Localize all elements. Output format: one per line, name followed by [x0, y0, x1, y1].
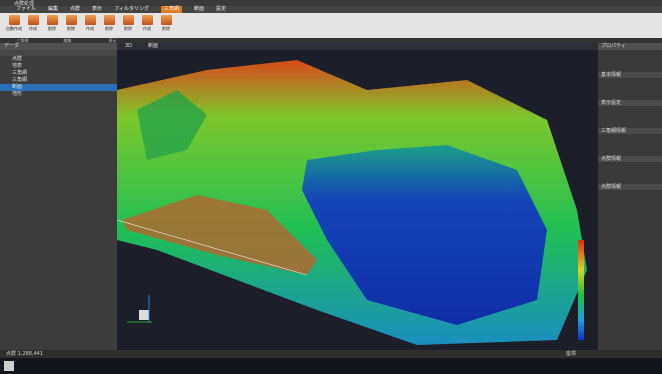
menu-item[interactable]: 断面	[193, 6, 204, 12]
start-button[interactable]	[4, 361, 14, 371]
tree-item[interactable]: 三角網	[12, 77, 28, 83]
title-bar: 点群処理	[0, 0, 662, 7]
button-label: 削除	[67, 26, 75, 31]
menu-item[interactable]: フィルタリング	[114, 6, 149, 12]
icon	[84, 15, 96, 25]
terrain-view	[116, 60, 587, 345]
color-scale	[578, 240, 584, 340]
ribbon: 自動作成 作成 削除 削除 作成 削除 削除 作成 削除	[0, 13, 662, 38]
tree-item[interactable]: 断面	[0, 84, 117, 91]
view-tab[interactable]: 断面	[148, 43, 159, 49]
status-bar: 点群 1,288,441 座標	[0, 350, 662, 358]
ribbon-button[interactable]: 削除	[63, 15, 79, 35]
property-sections: 基本情報 表示設定 三角網情報 点群情報 点群情報	[598, 72, 662, 190]
section-line	[116, 219, 308, 276]
button-label: 作成	[86, 26, 94, 31]
menu-item[interactable]: 設定	[216, 6, 227, 12]
section-header: 点群情報	[598, 156, 662, 162]
ribbon-button[interactable]: 削除	[44, 15, 60, 35]
terrain-ridge	[137, 90, 207, 160]
button-label: 削除	[48, 26, 56, 31]
tree: 点群 地表 三角網 三角網 断面 地形	[0, 56, 117, 98]
left-panel: データ 点群 地表 三角網 三角網 断面 地形	[0, 43, 117, 350]
view-tabs: 3D 断面	[117, 43, 598, 50]
menu-item[interactable]: ファイル	[16, 6, 37, 12]
right-panel: プロパティ 基本情報 表示設定 三角網情報 点群情報 点群情報	[598, 43, 662, 350]
menu-bar: ファイル 編集 点群 表示 フィルタリング 三角網 断面 設定	[0, 6, 662, 13]
panel-title: プロパティ	[598, 43, 662, 50]
section-header: 点群情報	[598, 184, 662, 190]
group-label: 表示	[108, 38, 117, 43]
status-left: 点群 1,288,441	[6, 351, 44, 357]
view-tab[interactable]: 3D	[125, 43, 133, 49]
ribbon-button[interactable]: 作成	[25, 15, 41, 35]
panel-title: データ	[0, 43, 117, 50]
ribbon-button[interactable]: 削除	[158, 15, 174, 35]
icon	[27, 15, 39, 25]
section-header: 表示設定	[598, 100, 662, 106]
button-label: 作成	[143, 26, 151, 31]
button-label: 削除	[105, 26, 113, 31]
terrain-slope	[122, 195, 317, 275]
viewport: 3D 断面	[116, 43, 598, 350]
ribbon-groups: 三角網 編集 表示	[0, 38, 662, 43]
menu-item[interactable]: 点群	[70, 6, 81, 12]
icon	[65, 15, 77, 25]
group-label: 編集	[63, 38, 72, 43]
taskbar	[0, 358, 662, 374]
tree-item[interactable]: 地表	[12, 63, 23, 69]
terrain-pit	[302, 145, 547, 325]
origin-box	[139, 310, 149, 320]
ribbon-button[interactable]: 自動作成	[6, 15, 22, 35]
ribbon-button[interactable]: 削除	[101, 15, 117, 35]
button-label: 自動作成	[6, 26, 22, 31]
menu-item[interactable]: 三角網	[160, 6, 182, 13]
ribbon-button[interactable]: 削除	[120, 15, 136, 35]
tree-item[interactable]: 地形	[12, 91, 23, 97]
button-label: 削除	[162, 26, 170, 31]
icon	[103, 15, 115, 25]
toolbar	[0, 50, 117, 56]
section-header: 三角網情報	[598, 128, 662, 134]
menu-item[interactable]: 編集	[48, 6, 59, 12]
tree-item[interactable]: 三角網	[12, 70, 28, 76]
menu-item[interactable]: 表示	[92, 6, 103, 12]
group-label: 三角網	[16, 38, 29, 43]
button-label: 削除	[124, 26, 132, 31]
ribbon-button[interactable]: 作成	[139, 15, 155, 35]
section-header: 基本情報	[598, 72, 662, 78]
icon	[122, 15, 134, 25]
status-right: 座標	[566, 351, 577, 357]
button-label: 作成	[29, 26, 37, 31]
icon	[160, 15, 172, 25]
icon	[46, 15, 58, 25]
window-title: 点群処理	[14, 1, 35, 7]
ribbon-button[interactable]: 作成	[82, 15, 98, 35]
tree-item[interactable]: 点群	[12, 56, 23, 62]
icon	[141, 15, 153, 25]
icon	[8, 15, 20, 25]
